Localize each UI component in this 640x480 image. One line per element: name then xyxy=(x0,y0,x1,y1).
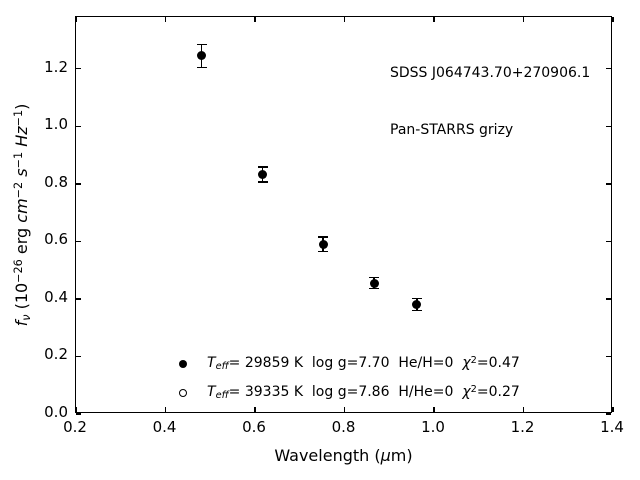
y-tick-mark-right xyxy=(606,413,611,415)
error-bar-cap-bottom xyxy=(411,309,422,312)
data-point xyxy=(412,299,422,309)
error-bar-cap-top xyxy=(257,166,268,168)
legend-entry-text: Teff= 29859 K log g=7.70 He/H=0 χ2=0.47 xyxy=(207,354,520,373)
x-tick-label: 0.4 xyxy=(152,418,177,436)
x-tick-mark xyxy=(433,407,435,412)
x-tick-label: 1.4 xyxy=(600,418,624,436)
y-axis-label: fν (10−26 erg cm−2 s−1 Hz−1) xyxy=(11,103,33,327)
x-tick-mark-top xyxy=(522,17,525,22)
error-bar-cap-bottom xyxy=(257,181,268,183)
x-tick-mark xyxy=(164,407,167,412)
legend-entry-text: Teff= 39335 K log g=7.86 H/He=0 χ2=0.27 xyxy=(207,383,520,402)
y-tick-mark xyxy=(76,183,81,185)
y-tick-mark xyxy=(76,125,81,127)
y-tick-mark-right xyxy=(606,298,611,300)
y-tick-label: 1.0 xyxy=(44,115,68,134)
data-point xyxy=(258,169,268,179)
y-tick-mark-right xyxy=(606,125,611,127)
filled-circle-icon xyxy=(179,360,187,368)
x-tick-mark-top xyxy=(75,17,77,22)
y-tick-mark-right xyxy=(606,68,611,70)
error-bar-cap-bottom xyxy=(318,250,329,253)
annotation-survey-name: Pan-STARRS grizy xyxy=(390,122,514,138)
error-bar-cap-top xyxy=(411,297,422,300)
x-tick-mark xyxy=(522,407,525,412)
data-point xyxy=(197,51,207,61)
y-tick-mark xyxy=(76,355,81,358)
y-tick-mark-right xyxy=(606,240,611,243)
error-bar-cap-bottom xyxy=(369,287,380,290)
y-tick-label: 0.6 xyxy=(44,230,68,249)
y-tick-mark xyxy=(76,68,81,70)
x-tick-mark-top xyxy=(254,17,256,22)
x-tick-mark-top xyxy=(433,17,435,22)
y-tick-mark xyxy=(76,413,81,415)
error-bar-cap-top xyxy=(196,43,207,46)
x-tick-mark-top xyxy=(612,17,614,22)
data-point xyxy=(369,278,379,288)
x-tick-label: 1.2 xyxy=(510,418,535,436)
x-tick-label: 0.6 xyxy=(242,418,266,436)
data-point xyxy=(318,239,328,249)
y-tick-mark xyxy=(76,240,81,243)
annotation-object-name: SDSS J064743.70+270906.1 xyxy=(390,65,591,81)
x-tick-mark xyxy=(612,407,614,412)
y-tick-mark-right xyxy=(606,355,611,358)
x-tick-label: 0.8 xyxy=(331,418,356,436)
y-tick-label: 0.2 xyxy=(44,345,68,364)
error-bar-cap-bottom xyxy=(196,66,207,69)
x-tick-label: 0.2 xyxy=(63,418,87,436)
error-bar-cap-top xyxy=(318,236,329,238)
plot-area: SDSS J064743.70+270906.1 Pan-STARRS griz… xyxy=(75,16,614,415)
y-tick-label: 0.8 xyxy=(44,172,68,191)
y-tick-label: 1.2 xyxy=(44,57,68,76)
x-tick-mark-top xyxy=(343,17,346,22)
open-circle-icon xyxy=(179,389,187,397)
x-tick-mark xyxy=(254,407,256,412)
error-bar-cap-top xyxy=(369,276,380,279)
x-tick-mark xyxy=(343,407,346,412)
x-tick-mark-top xyxy=(164,17,167,22)
x-tick-mark xyxy=(75,407,77,412)
y-tick-mark xyxy=(76,298,81,300)
y-tick-label: 0.0 xyxy=(44,403,68,421)
y-tick-mark-right xyxy=(606,183,611,185)
legend-row: Teff= 39335 K log g=7.86 H/He=0 χ2=0.27 xyxy=(76,383,611,403)
x-tick-label: 1.0 xyxy=(421,418,445,436)
legend-row: Teff= 29859 K log g=7.70 He/H=0 χ2=0.47 xyxy=(76,354,611,374)
annotation-block: SDSS J064743.70+270906.1 Pan-STARRS griz… xyxy=(390,26,590,178)
x-axis-label: Wavelength (μm) xyxy=(274,446,413,465)
y-tick-label: 0.4 xyxy=(44,287,68,306)
